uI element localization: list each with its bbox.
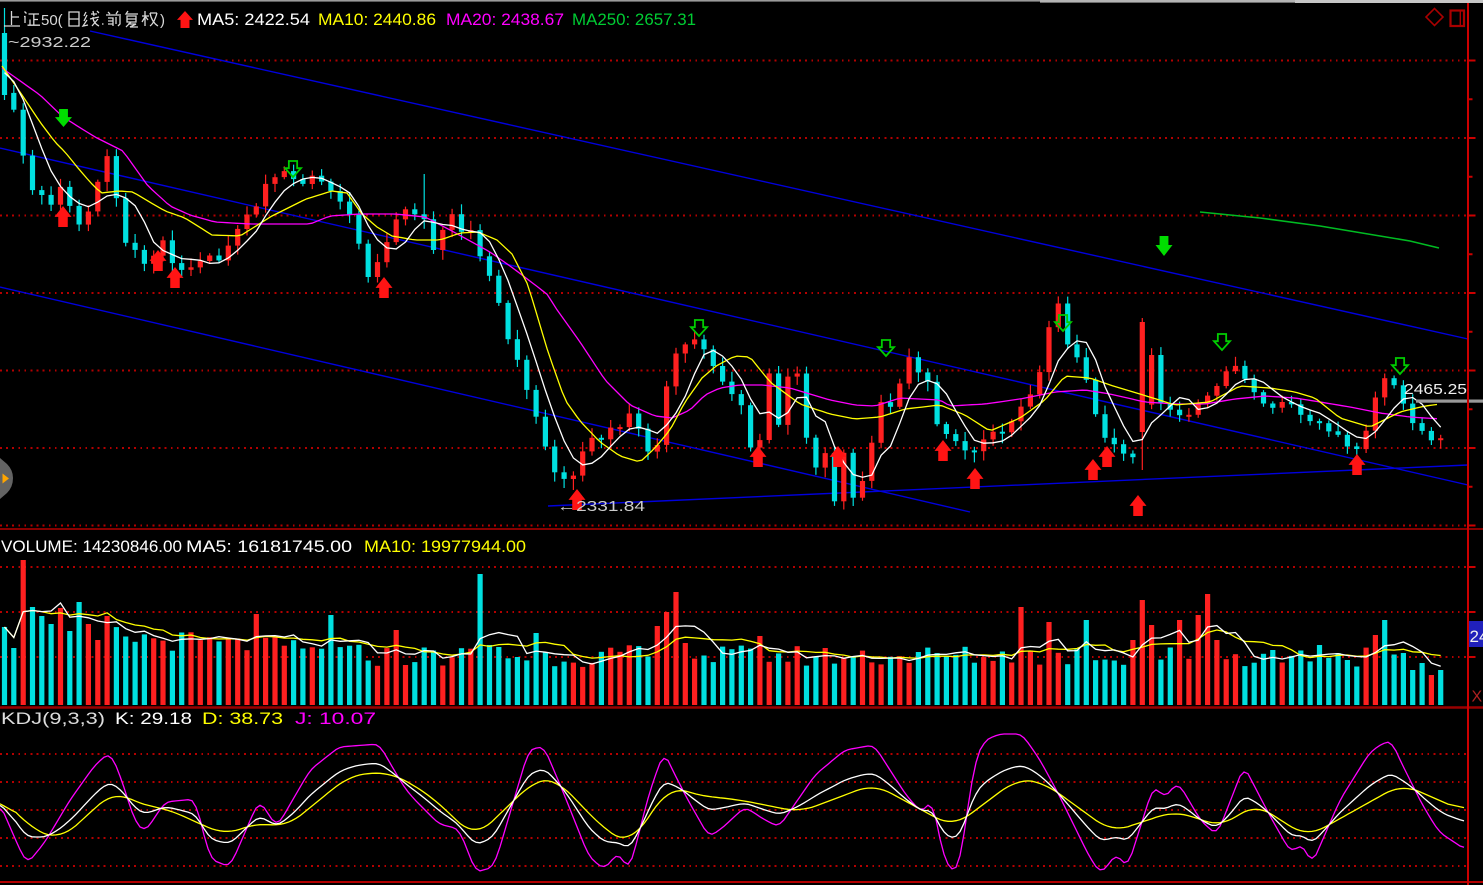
svg-text:24: 24 — [1470, 627, 1483, 646]
svg-text:D: 38.73: D: 38.73 — [202, 709, 283, 728]
svg-text:MA20: 2438.67: MA20: 2438.67 — [446, 10, 564, 29]
svg-text:2465.25: 2465.25 — [1404, 381, 1467, 398]
svg-text:MA10: 2440.86: MA10: 2440.86 — [318, 10, 436, 29]
svg-text:50(: 50( — [41, 12, 63, 29]
svg-text:~2932.22: ~2932.22 — [8, 34, 91, 51]
svg-text:MA10: 19977944.00: MA10: 19977944.00 — [364, 537, 526, 556]
svg-text:MA5: 16181745.00: MA5: 16181745.00 — [186, 537, 352, 556]
svg-text:←2331.84: ←2331.84 — [557, 498, 645, 515]
svg-text:): ) — [160, 12, 165, 29]
svg-text:K: 29.18: K: 29.18 — [115, 709, 192, 728]
svg-text:KDJ(9,3,3): KDJ(9,3,3) — [1, 709, 105, 728]
svg-text:J: 10.07: J: 10.07 — [295, 709, 376, 728]
svg-text:X: X — [1472, 689, 1483, 706]
svg-text:MA5: 2422.54: MA5: 2422.54 — [197, 10, 310, 29]
svg-text:VOLUME: 14230846.00: VOLUME: 14230846.00 — [1, 537, 182, 556]
svg-text:MA250: 2657.31: MA250: 2657.31 — [572, 10, 696, 29]
